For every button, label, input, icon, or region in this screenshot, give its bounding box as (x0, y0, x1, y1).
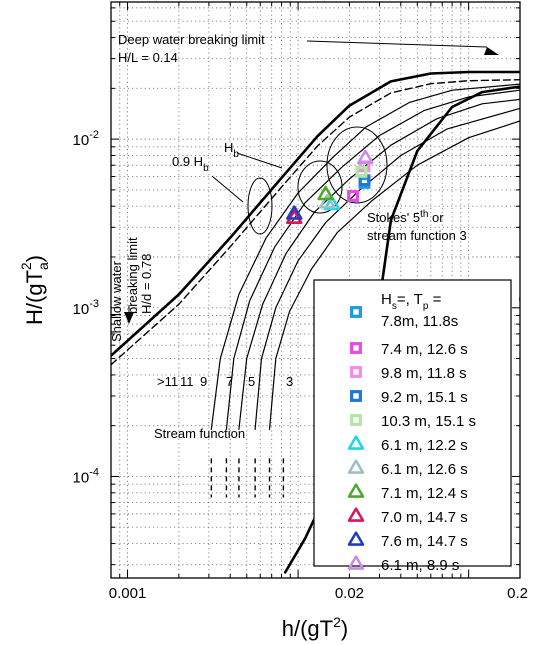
x-axis-label: h/(gT2) (282, 614, 348, 641)
deep-water-arrowhead (484, 47, 499, 55)
legend-entry-label: 7.6 m, 14.7 s (381, 533, 468, 550)
cluster-ellipse (326, 126, 388, 204)
marker-triangle (347, 435, 365, 450)
deep-water-label: Deep water breaking limit (118, 32, 265, 47)
legend-entry-label: 7.1 m, 12.4 s (381, 485, 468, 502)
deep-water-arrow (306, 40, 488, 48)
marker-triangle (357, 149, 374, 165)
marker-triangle (286, 205, 303, 220)
shallow-water-label-group: Shallow water breaking limit H/d = 0.78 (109, 237, 154, 342)
shallow-water-label: Shallow water (109, 260, 124, 342)
hb-09-label: 0.9 Hb (172, 154, 209, 174)
marker-square (350, 366, 362, 378)
marker-square (350, 414, 362, 426)
data-markers (286, 149, 374, 224)
stream-function-label: Stream function (154, 426, 245, 441)
cluster-ellipse (247, 177, 273, 235)
legend: Hs=, Tp =7.8m, 11.8s 7.4 m, 12.6 s 9.8 m, … (313, 279, 512, 574)
stream-function-order-label: 3 (286, 374, 293, 389)
marker-triangle (317, 185, 334, 201)
legend-title: Hs=, Tp = (381, 291, 442, 312)
legend-entry-label: 7.4 m, 12.6 s (381, 341, 468, 358)
y-axis-label: H/(gTa2) (18, 255, 51, 325)
shallow-water-arrowhead (124, 312, 134, 324)
marker-triangle (347, 531, 365, 546)
legend-entry-label: 6.1 m, 8.9 s (381, 557, 459, 574)
marker-square (347, 190, 360, 202)
plot-frame (110, 1, 521, 579)
x-tick-label: 0.02 (335, 585, 364, 602)
stokes-label: Stokes' 5th or (367, 209, 444, 225)
x-tick-label: 0.001 (109, 585, 147, 602)
stream-function-order-label: >11 (157, 374, 178, 389)
marker-triangle (347, 555, 365, 570)
marker-square (350, 306, 362, 318)
y-axis-label-group: H/(gTa2) (18, 255, 51, 325)
marker-square (350, 390, 362, 402)
stream-function-order-label: 5 (248, 374, 255, 389)
stokes-label-line2: stream function 3 (367, 228, 467, 243)
deep-water-limit-curve (111, 70, 520, 357)
hb-09-leader-line (211, 175, 244, 203)
shallow-water-breaking-label: breaking limit (125, 237, 140, 314)
y-tick-label: 10-4 (73, 466, 99, 486)
stream-function-order-label: 7 (226, 374, 233, 389)
legend-entry-label: 7.0 m, 14.7 s (381, 509, 468, 526)
stream-function-curve (238, 98, 520, 430)
shallow-water-ratio-label: H/d = 0.78 (139, 254, 154, 314)
x-tick-label: 0.2 (507, 585, 528, 602)
hb-leader-line (236, 152, 283, 169)
cluster-ellipse (297, 160, 343, 214)
legend-entry-label: 10.3 m, 15.1 s (381, 413, 476, 430)
marker-triangle (318, 194, 336, 209)
stream-function-curve (268, 120, 520, 430)
marker-triangle (347, 507, 365, 522)
axes: 0.001 0.02 0.2 10-4 10-3 10-2 h/(gT2) H/(gTa2) (18, 2, 528, 641)
stream-function-order-label: 11 (180, 374, 194, 389)
marker-triangle (347, 459, 365, 474)
annotations: Deep water breaking limit H/L = 0.14 Hb 0.9… (109, 32, 499, 441)
legend-entry-label: 6.1 m, 12.2 s (381, 437, 468, 454)
marker-square (350, 342, 362, 354)
legend-entry-label: 6.1 m, 12.6 s (381, 461, 468, 478)
y-tick-label: 10-3 (73, 298, 99, 318)
marker-triangle (323, 195, 341, 211)
legend-entry-label: 7.8m, 11.8s (381, 313, 458, 330)
marker-triangle (286, 209, 303, 224)
marker-square (355, 165, 368, 178)
y-tick-label: 10-2 (73, 129, 99, 149)
hb-09-dashed-curve (111, 79, 520, 366)
deep-water-ratio-label: H/L = 0.14 (118, 50, 178, 65)
legend-entry-label: 9.2 m, 15.1 s (381, 389, 468, 406)
stream-function-curve (225, 89, 520, 430)
hb-label: Hb (224, 140, 239, 160)
stream-function-curve (254, 107, 520, 430)
marker-triangle (347, 483, 365, 498)
legend-entry-label: 9.8 m, 11.8 s (381, 365, 467, 382)
legend-box (313, 279, 512, 567)
stream-function-curve (210, 83, 520, 430)
stream-function-order-label: 9 (200, 374, 207, 389)
